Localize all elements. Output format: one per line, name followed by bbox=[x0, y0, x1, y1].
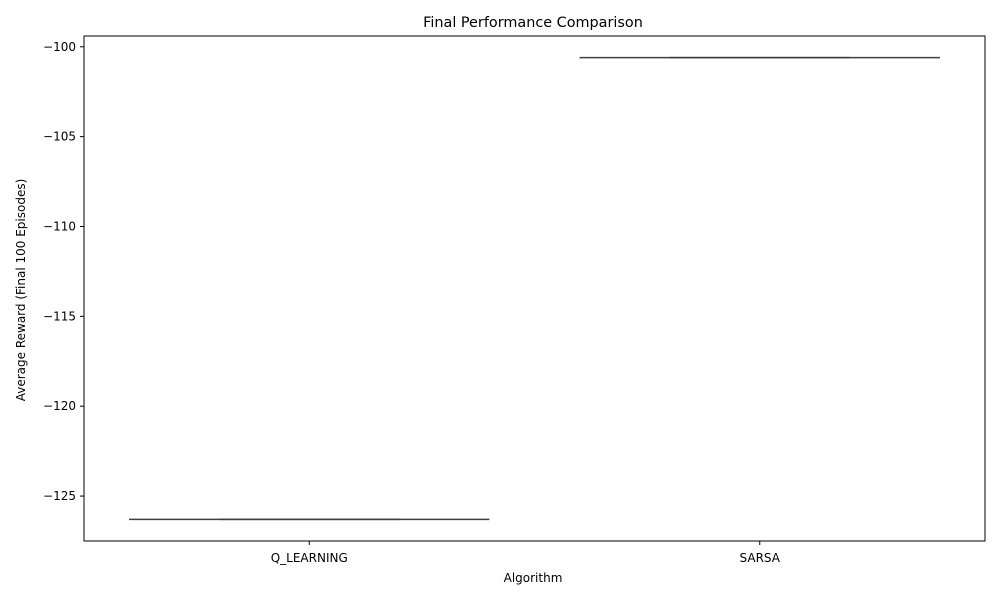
x-axis: Q_LEARNING SARSA bbox=[271, 541, 781, 565]
y-tick-label: −115 bbox=[43, 309, 76, 323]
x-axis-label: Algorithm bbox=[504, 571, 563, 585]
y-axis: −125 −120 −115 −110 −105 −100 bbox=[43, 40, 84, 503]
y-tick-label: −100 bbox=[43, 40, 76, 54]
x-tick-label: Q_LEARNING bbox=[271, 551, 348, 565]
y-tick-label: −110 bbox=[43, 219, 76, 233]
y-axis-label: Average Reward (Final 100 Episodes) bbox=[14, 179, 28, 402]
plot-area bbox=[83, 35, 986, 542]
x-tick-label: SARSA bbox=[740, 551, 781, 565]
y-tick-label: −105 bbox=[43, 130, 76, 144]
y-tick-label: −125 bbox=[43, 489, 76, 503]
y-tick-label: −120 bbox=[43, 399, 76, 413]
chart-title: Final Performance Comparison bbox=[423, 15, 643, 31]
axes-frame bbox=[83, 35, 986, 542]
